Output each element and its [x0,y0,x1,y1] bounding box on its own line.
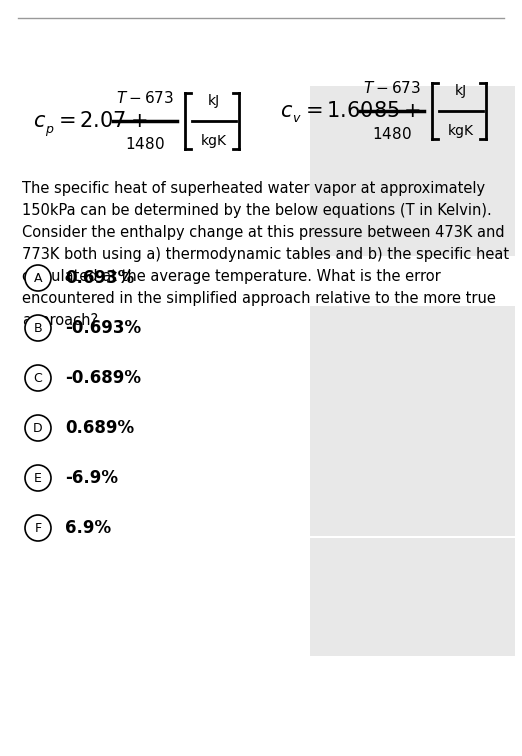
Text: v: v [292,113,300,125]
Text: A: A [34,271,42,284]
Text: F: F [34,522,42,534]
Text: $\mathit{1480}$: $\mathit{1480}$ [372,126,412,142]
Text: kgK: kgK [201,134,227,148]
Text: -6.9%: -6.9% [65,469,118,487]
Text: $c$: $c$ [33,111,46,131]
Text: $= 2.07+$: $= 2.07+$ [54,111,148,131]
Text: -0.693%: -0.693% [65,319,141,337]
Text: calculated at the average temperature. What is the error: calculated at the average temperature. W… [22,269,441,284]
Circle shape [25,365,51,391]
Text: $\mathit{T-673}$: $\mathit{T-673}$ [363,80,421,96]
Circle shape [25,415,51,441]
Text: D: D [33,422,43,435]
Text: $= 1.6085+$: $= 1.6085+$ [301,101,421,121]
Circle shape [25,315,51,341]
Text: kgK: kgK [448,124,474,138]
Text: $c$: $c$ [280,101,293,121]
Bar [310,538,515,656]
Text: 773K both using a) thermodynamic tables and b) the specific heat: 773K both using a) thermodynamic tables … [22,247,509,262]
Text: $\mathit{T-673}$: $\mathit{T-673}$ [116,90,174,106]
Text: 6.9%: 6.9% [65,519,111,537]
Text: C: C [33,371,42,385]
Text: approach?: approach? [22,313,98,328]
Text: p: p [45,122,53,135]
Text: 150kPa can be determined by the below equations (T in Kelvin).: 150kPa can be determined by the below eq… [22,203,492,218]
Text: kJ: kJ [208,94,220,108]
Text: The specific heat of superheated water vapor at approximately: The specific heat of superheated water v… [22,181,485,196]
Text: Consider the enthalpy change at this pressure between 473K and: Consider the enthalpy change at this pre… [22,225,505,240]
Text: 0.693%: 0.693% [65,269,134,287]
Text: 0.689%: 0.689% [65,419,134,437]
Text: $\mathit{1480}$: $\mathit{1480}$ [125,136,165,152]
Text: encountered in the simplified approach relative to the more true: encountered in the simplified approach r… [22,291,496,306]
Circle shape [25,515,51,541]
Text: E: E [34,472,42,485]
Circle shape [25,465,51,491]
Text: kJ: kJ [455,84,467,98]
Text: -0.689%: -0.689% [65,369,141,387]
Circle shape [25,265,51,291]
Text: B: B [34,321,42,334]
Bar [310,86,515,256]
Bar [310,306,515,536]
